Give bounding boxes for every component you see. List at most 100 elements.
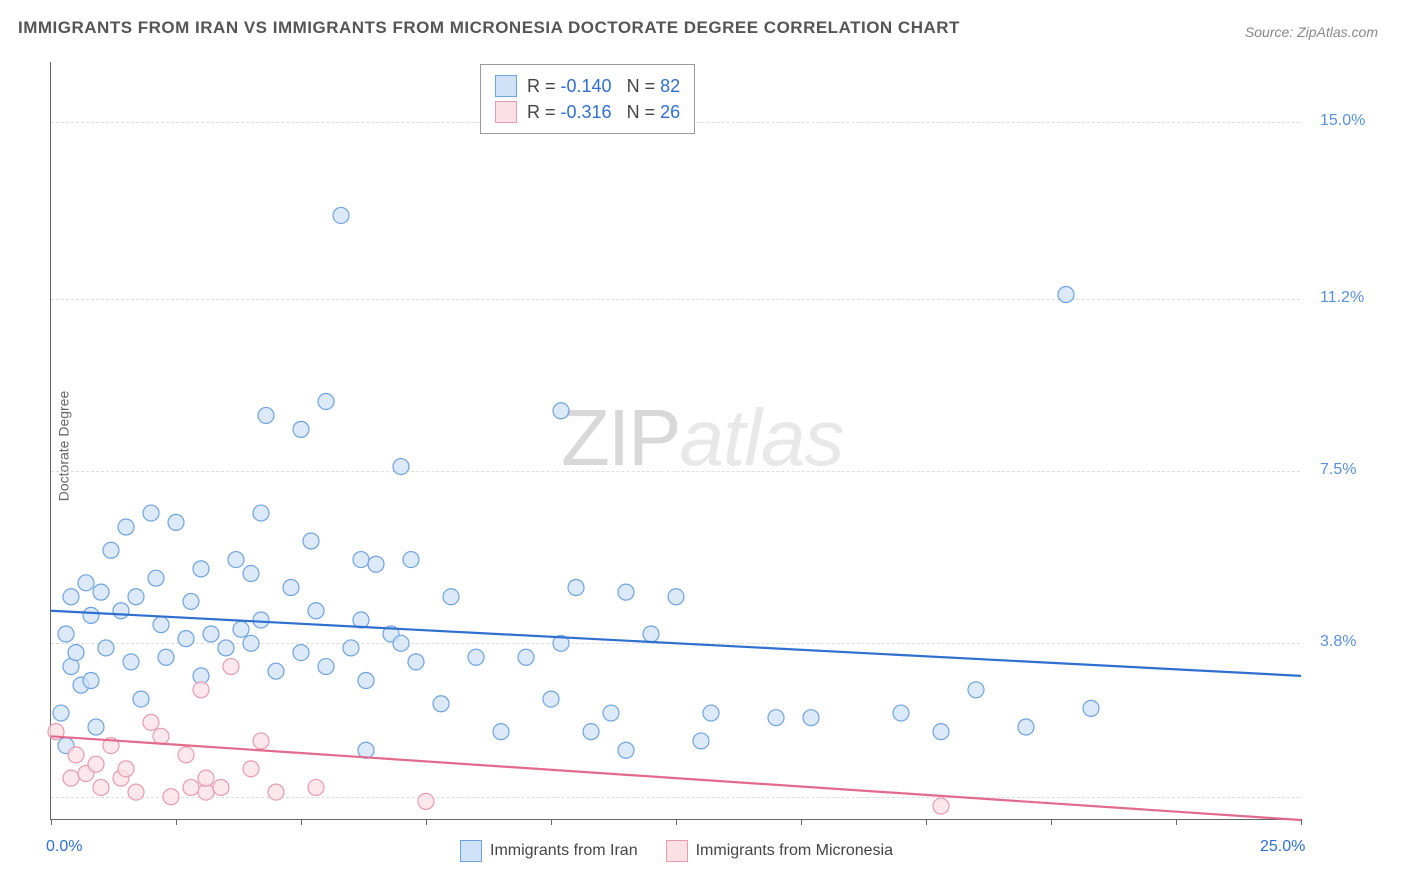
data-point	[368, 556, 384, 572]
y-tick-label: 15.0%	[1320, 112, 1365, 130]
data-point	[768, 710, 784, 726]
data-point	[183, 593, 199, 609]
legend-item: Immigrants from Iran	[460, 840, 638, 862]
chart-title: IMMIGRANTS FROM IRAN VS IMMIGRANTS FROM …	[18, 18, 960, 38]
data-point	[1058, 287, 1074, 303]
data-point	[703, 705, 719, 721]
data-point	[88, 756, 104, 772]
data-point	[68, 747, 84, 763]
data-point	[143, 505, 159, 521]
x-tick	[51, 819, 52, 825]
legend-stats: R = -0.140 N = 82	[527, 76, 680, 97]
x-tick	[926, 819, 927, 825]
data-point	[218, 640, 234, 656]
data-point	[933, 798, 949, 814]
data-point	[968, 682, 984, 698]
data-point	[243, 566, 259, 582]
data-point	[118, 519, 134, 535]
data-point	[233, 621, 249, 637]
data-point	[803, 710, 819, 726]
data-point	[343, 640, 359, 656]
data-point	[283, 579, 299, 595]
data-point	[113, 603, 129, 619]
data-point	[228, 552, 244, 568]
data-point	[153, 617, 169, 633]
legend-item: Immigrants from Micronesia	[666, 840, 893, 862]
legend-stats: R = -0.316 N = 26	[527, 102, 680, 123]
legend-row: R = -0.140 N = 82	[495, 73, 680, 99]
data-point	[643, 626, 659, 642]
data-point	[1083, 700, 1099, 716]
data-point	[353, 552, 369, 568]
data-point	[128, 589, 144, 605]
data-point	[303, 533, 319, 549]
data-point	[583, 724, 599, 740]
data-point	[93, 779, 109, 795]
data-point	[178, 631, 194, 647]
trend-line	[51, 736, 1301, 820]
data-point	[293, 421, 309, 437]
data-point	[1018, 719, 1034, 735]
plot-area: ZIPatlas	[50, 62, 1300, 820]
legend-label: Immigrants from Micronesia	[696, 842, 893, 860]
data-point	[358, 672, 374, 688]
y-tick-label: 11.2%	[1320, 289, 1364, 307]
data-point	[318, 393, 334, 409]
data-point	[68, 645, 84, 661]
legend-swatch	[460, 840, 482, 862]
data-point	[253, 612, 269, 628]
data-point	[243, 635, 259, 651]
data-point	[358, 742, 374, 758]
data-point	[518, 649, 534, 665]
correlation-legend: R = -0.140 N = 82 R = -0.316 N = 26	[480, 64, 695, 134]
x-tick	[176, 819, 177, 825]
data-point	[603, 705, 619, 721]
y-tick-label: 3.8%	[1320, 633, 1356, 651]
data-point	[268, 663, 284, 679]
legend-label: Immigrants from Iran	[490, 842, 638, 860]
data-point	[618, 584, 634, 600]
y-tick-label: 7.5%	[1320, 461, 1356, 479]
data-point	[58, 626, 74, 642]
data-point	[118, 761, 134, 777]
x-tick	[1176, 819, 1177, 825]
data-point	[168, 514, 184, 530]
data-point	[83, 672, 99, 688]
data-point	[318, 659, 334, 675]
data-point	[618, 742, 634, 758]
data-point	[553, 403, 569, 419]
data-point	[143, 714, 159, 730]
data-point	[433, 696, 449, 712]
data-point	[198, 770, 214, 786]
data-point	[393, 635, 409, 651]
x-axis-label: 25.0%	[1260, 838, 1305, 856]
legend-row: R = -0.316 N = 26	[495, 99, 680, 125]
legend-swatch	[666, 840, 688, 862]
data-point	[468, 649, 484, 665]
data-point	[293, 645, 309, 661]
data-point	[213, 779, 229, 795]
data-point	[258, 407, 274, 423]
data-point	[153, 728, 169, 744]
data-point	[78, 575, 94, 591]
data-point	[148, 570, 164, 586]
data-point	[243, 761, 259, 777]
x-tick	[426, 819, 427, 825]
data-point	[253, 733, 269, 749]
data-point	[443, 589, 459, 605]
data-point	[98, 640, 114, 656]
data-point	[63, 770, 79, 786]
data-point	[403, 552, 419, 568]
data-point	[543, 691, 559, 707]
data-point	[568, 579, 584, 595]
data-point	[223, 659, 239, 675]
x-tick	[1301, 819, 1302, 825]
data-point	[893, 705, 909, 721]
data-point	[493, 724, 509, 740]
data-point	[308, 603, 324, 619]
data-point	[408, 654, 424, 670]
data-point	[123, 654, 139, 670]
data-point	[158, 649, 174, 665]
data-point	[93, 584, 109, 600]
x-tick	[551, 819, 552, 825]
